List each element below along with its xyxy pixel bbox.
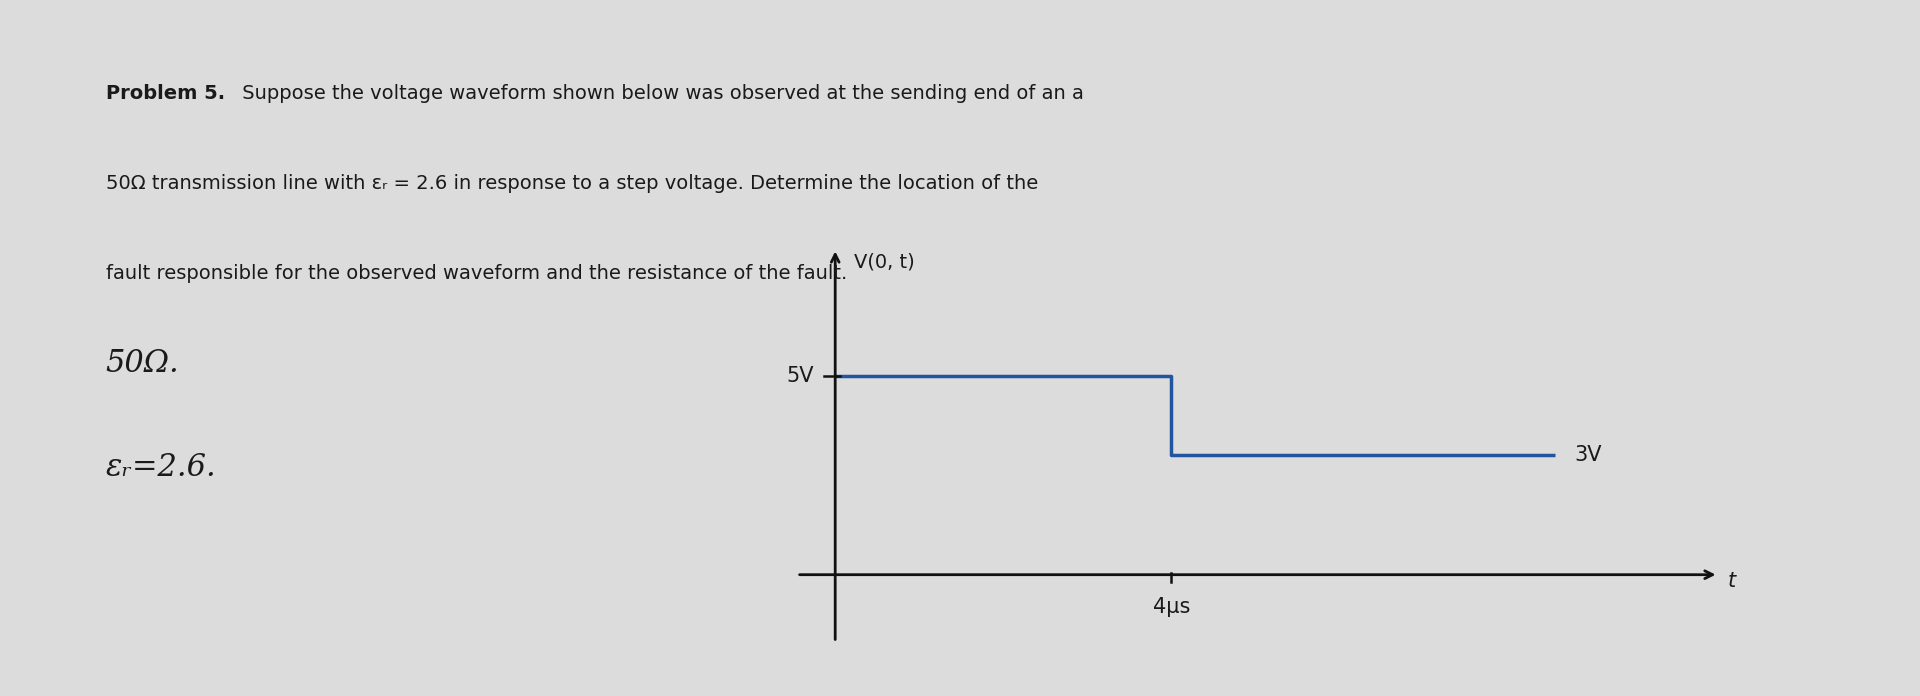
Text: 4μs: 4μs bbox=[1152, 596, 1190, 617]
Text: 50Ω transmission line with εᵣ = 2.6 in response to a step voltage. Determine the: 50Ω transmission line with εᵣ = 2.6 in r… bbox=[106, 174, 1039, 193]
Text: 50Ω.: 50Ω. bbox=[106, 348, 179, 379]
Text: Problem 5.: Problem 5. bbox=[106, 84, 225, 102]
Text: 3V: 3V bbox=[1574, 445, 1601, 466]
Text: 5V: 5V bbox=[787, 366, 814, 386]
Text: Suppose the voltage waveform shown below was observed at the sending end of an a: Suppose the voltage waveform shown below… bbox=[236, 84, 1085, 102]
Text: fault responsible for the observed waveform and the resistance of the fault.: fault responsible for the observed wavef… bbox=[106, 264, 847, 283]
Text: V(0, t): V(0, t) bbox=[854, 253, 916, 271]
Text: t: t bbox=[1728, 571, 1736, 591]
Text: εᵣ=2.6.: εᵣ=2.6. bbox=[106, 452, 217, 484]
